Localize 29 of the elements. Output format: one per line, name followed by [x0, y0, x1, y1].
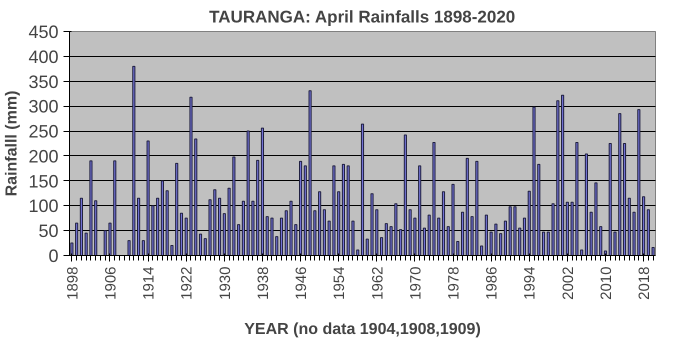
chart-title: TAURANGA: April Rainfalls 1898-2020 [209, 8, 516, 26]
x-tick-label: 1906 [102, 266, 120, 300]
x-tick-label: 2002 [560, 266, 577, 300]
x-tick-label: 1946 [293, 266, 310, 300]
x-tick-label: 1978 [446, 266, 463, 300]
x-tick-label: 2010 [598, 266, 615, 300]
x-tick-label: 1930 [216, 266, 234, 300]
x-axis-title: YEAR (no data 1904,1908,1909) [244, 320, 481, 338]
y-tick-label: 100 [28, 196, 59, 216]
y-tick-label: 150 [28, 171, 59, 192]
y-tick-label: 200 [28, 146, 59, 166]
y-tick-label: 300 [28, 96, 59, 117]
x-tick-label: 1914 [140, 266, 158, 300]
x-tick-label: 1970 [407, 266, 424, 300]
x-tick-label: 1994 [522, 266, 539, 300]
x-tick-label: 2018 [636, 266, 654, 300]
x-tick-label: 1962 [369, 266, 386, 300]
y-axis-title: Rainfalll (mm) [3, 90, 20, 196]
x-tick-label: 1986 [484, 266, 501, 300]
x-tick-label: 1922 [178, 266, 196, 300]
x-tick-label: 1938 [254, 266, 272, 300]
y-tick-label: 0 [48, 246, 59, 266]
y-tick-label: 400 [28, 46, 59, 67]
y-tick-label: 350 [28, 72, 59, 92]
y-tick-label: 450 [28, 22, 59, 42]
x-tick-label: 1898 [64, 266, 82, 300]
x-tick-label: 1954 [331, 266, 348, 300]
y-tick-label: 250 [28, 122, 59, 142]
y-tick-label: 50 [38, 221, 59, 242]
